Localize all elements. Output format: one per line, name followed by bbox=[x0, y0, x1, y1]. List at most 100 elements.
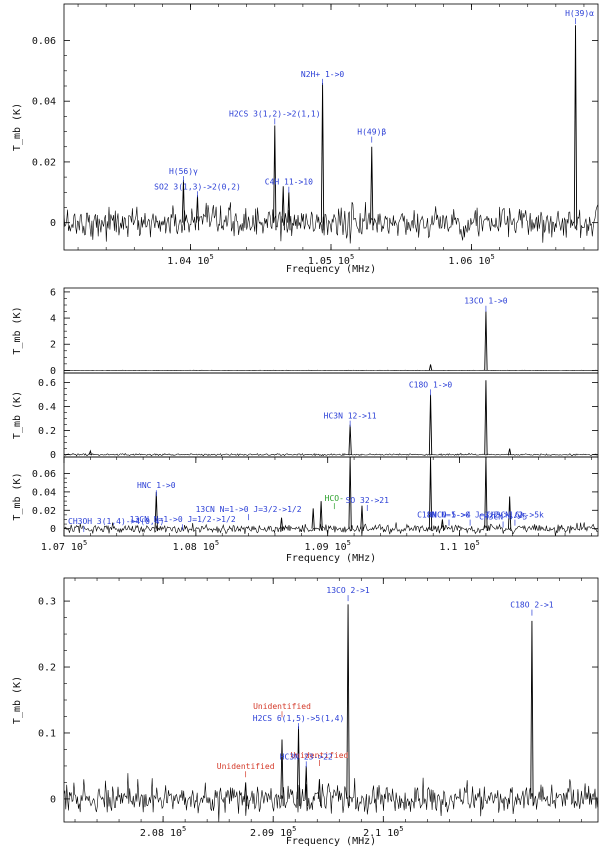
spectral-peak bbox=[348, 424, 352, 456]
line-label: C18N N=1->0 J=3/2->1/2 bbox=[417, 511, 523, 520]
line-label: Unidentified bbox=[217, 762, 275, 771]
line-label: 13CN N=1->0 J=3/2->1/2 bbox=[196, 505, 302, 514]
spectral-peak bbox=[319, 501, 323, 531]
line-label: HNCO 5->4 bbox=[427, 511, 471, 520]
y-tick-label: 0.1 bbox=[38, 728, 56, 739]
x-tick-label: 2.1 105 bbox=[363, 825, 403, 839]
x-tick-label: 1.08 105 bbox=[173, 539, 219, 553]
y-tick-label: 0.02 bbox=[32, 157, 56, 168]
y-tick-label: 0.02 bbox=[32, 506, 56, 517]
spectral-peak bbox=[370, 146, 374, 231]
y-tick-label: 0.06 bbox=[32, 469, 56, 480]
spectral-peak bbox=[320, 82, 325, 231]
spectral-peak bbox=[88, 449, 93, 456]
line-label: 13CO 2->1 bbox=[326, 586, 370, 595]
plot-frame bbox=[63, 287, 599, 374]
line-label: HC3N 12->11 bbox=[324, 412, 377, 421]
y-tick-label: 2 bbox=[50, 340, 56, 351]
spectral-peak bbox=[508, 448, 512, 456]
y-tick-label: 0.4 bbox=[38, 402, 56, 413]
y-axis-title: T_mb (K) bbox=[12, 472, 23, 520]
y-tick-label: 0.06 bbox=[32, 36, 56, 47]
line-label: 13CO 1->0 bbox=[464, 297, 508, 306]
y-tick-label: 0.6 bbox=[38, 378, 56, 389]
spectrum-panel-4: 0 0.02 0.04 0.06 1.07 105 1.08 105 1.09 105 1.1… bbox=[12, 456, 599, 564]
y-tick-label: 4 bbox=[50, 314, 56, 325]
line-label: CH3OH 3(1,4)->4(0,4) bbox=[68, 517, 164, 526]
spectral-peak bbox=[311, 508, 315, 531]
spectral-peak bbox=[428, 457, 433, 531]
x-tick-label: 1.06 105 bbox=[448, 253, 494, 267]
line-label: 13CN N=1->0 J=1/2->1/2 bbox=[130, 515, 236, 524]
y-tick-label: 0 bbox=[50, 218, 56, 229]
x-tick-label: 1.1 105 bbox=[439, 539, 479, 553]
line-label: HCO- bbox=[325, 494, 344, 503]
y-tick-label: 0 bbox=[50, 524, 56, 535]
y-axis-title: T_mb (K) bbox=[12, 306, 23, 354]
y-tick-label: 0 bbox=[50, 450, 56, 461]
line-label: HNC 1->0 bbox=[137, 481, 176, 490]
spectrum-panel-3: 0 0.2 0.4 0.6 T_mb (K) C18O 1->0 HC3N 12->11 bbox=[12, 372, 599, 461]
y-tick-label: 0 bbox=[50, 794, 56, 805]
spectral-peak bbox=[508, 496, 512, 531]
spectral-peak bbox=[440, 519, 445, 531]
line-label: N2H+ 1->0 bbox=[301, 70, 345, 79]
line-label: C18O 1->0 bbox=[409, 380, 453, 389]
spectral-peak bbox=[273, 125, 277, 231]
spectral-peak bbox=[348, 457, 352, 531]
x-tick-label: 2.08 105 bbox=[140, 825, 186, 839]
spectral-peak bbox=[346, 604, 350, 807]
x-tick-label: 1.04 105 bbox=[167, 253, 213, 267]
x-tick-label: 1.05 105 bbox=[308, 253, 354, 267]
y-tick-label: 0 bbox=[50, 366, 56, 377]
line-label: Unidentified bbox=[291, 751, 349, 760]
spectral-peak bbox=[428, 364, 433, 371]
line-label: Unidentified bbox=[253, 702, 311, 711]
y-tick-label: 6 bbox=[50, 287, 56, 298]
y-tick-label: 0.3 bbox=[38, 597, 56, 608]
y-tick-label: 0.2 bbox=[38, 663, 56, 674]
spectral-peak bbox=[244, 782, 248, 807]
line-label: C4H 11->10 bbox=[265, 178, 313, 187]
line-label: H2CS 6(1,5)->5(1,4) bbox=[253, 714, 345, 723]
line-label: CH3CN 6k->5k bbox=[486, 511, 544, 520]
line-label: SO2 3(1,3)->2(0,2) bbox=[154, 182, 241, 191]
line-label: H(39)α bbox=[565, 9, 594, 18]
spectral-peak bbox=[360, 505, 364, 531]
spectral-peak bbox=[279, 517, 284, 531]
spectrum-panel-1: 0 0.02 0.04 0.06 1.04 105 1.05 105 1.06 105 T_m… bbox=[12, 3, 599, 275]
spectral-peak bbox=[281, 186, 285, 231]
line-label: HC3N 23->22 bbox=[280, 752, 333, 761]
spectrum-panel-5: 0 0.1 0.2 0.3 2.08 105 2.09 105 2.1 105 T_mb (K… bbox=[12, 577, 599, 847]
y-tick-label: 0.2 bbox=[38, 426, 56, 437]
spectral-peak bbox=[195, 195, 200, 231]
spectrum-line bbox=[64, 773, 598, 822]
x-axis-title: Frequency (MHz) bbox=[286, 264, 376, 275]
spectrum-line bbox=[64, 201, 598, 244]
spectrum-line bbox=[64, 522, 598, 536]
y-axis-title: T_mb (K) bbox=[12, 391, 23, 439]
line-label: H(49)β bbox=[357, 128, 386, 137]
spectral-peak bbox=[280, 739, 284, 807]
line-label: H(56)γ bbox=[169, 167, 198, 176]
spectral-peak bbox=[317, 779, 322, 807]
spectral-peak bbox=[428, 394, 433, 456]
plot-frame bbox=[63, 577, 599, 823]
spectral-peak bbox=[484, 311, 488, 371]
spectral-peak bbox=[530, 620, 534, 807]
x-axis-title: Frequency (MHz) bbox=[286, 836, 376, 847]
x-tick-label: 1.07 105 bbox=[41, 539, 87, 553]
x-axis-title: Frequency (MHz) bbox=[286, 553, 376, 564]
spectral-peak bbox=[484, 457, 488, 531]
y-tick-label: 0.04 bbox=[32, 487, 56, 498]
line-label: SO 32->21 bbox=[346, 496, 390, 505]
spectrum-line bbox=[64, 452, 598, 457]
line-label: C18O 2->1 bbox=[510, 601, 554, 610]
y-tick-label: 0.04 bbox=[32, 97, 56, 108]
x-tick-label: 1.09 105 bbox=[305, 539, 351, 553]
y-axis-title: T_mb (K) bbox=[12, 676, 23, 724]
spectral-peak bbox=[573, 25, 578, 231]
spectral-peak bbox=[484, 380, 488, 456]
line-label: CH3CN 6->5 bbox=[479, 512, 527, 521]
